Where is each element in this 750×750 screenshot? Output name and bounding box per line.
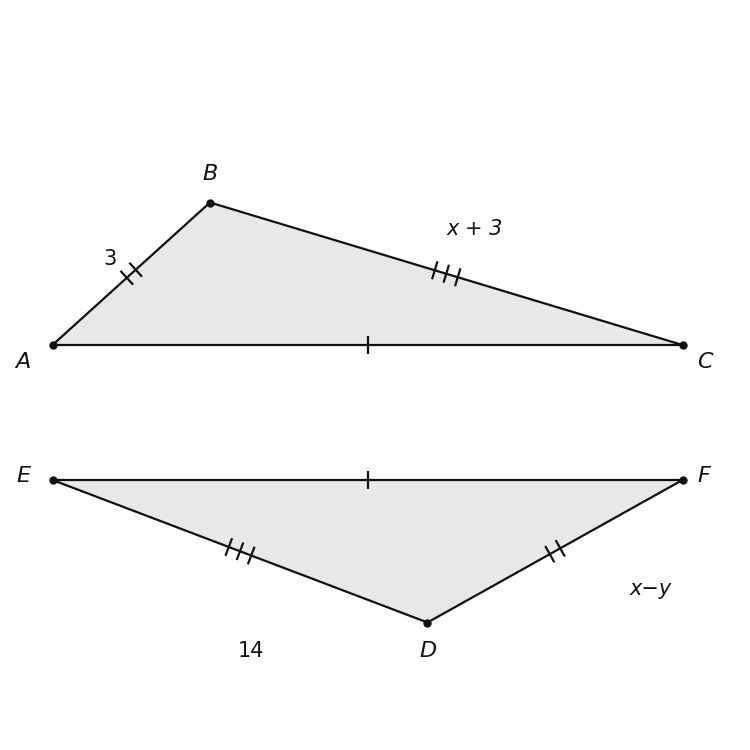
Text: A: A (15, 352, 30, 373)
Text: 3: 3 (103, 249, 116, 268)
Text: x + 3: x + 3 (446, 219, 503, 239)
Text: 14: 14 (238, 641, 265, 662)
Text: x−y: x−y (630, 579, 672, 598)
Polygon shape (53, 480, 683, 622)
Text: F: F (698, 466, 710, 486)
Polygon shape (53, 202, 683, 345)
Text: D: D (419, 641, 436, 662)
Text: E: E (16, 466, 30, 486)
Text: B: B (202, 164, 217, 184)
Text: C: C (698, 352, 713, 373)
